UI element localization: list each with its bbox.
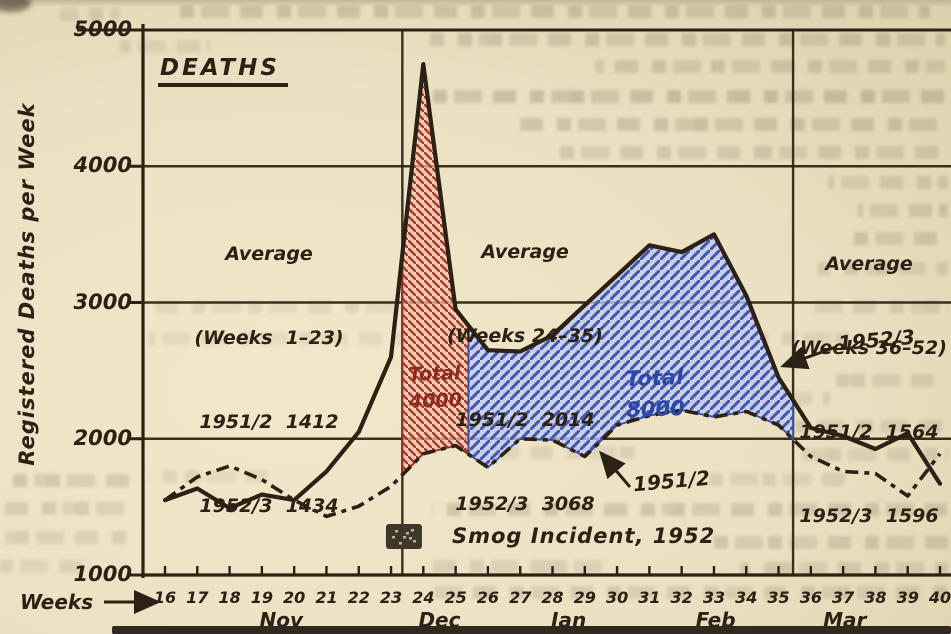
scan-corner-blotch [0, 0, 31, 12]
week-label: 20 [283, 588, 306, 607]
average-weeks-range: (Weeks 24–35) [447, 325, 603, 347]
bleed-through-text-line [788, 420, 948, 433]
bleed-through-text-line [595, 60, 945, 73]
bleed-through-text-line [0, 560, 90, 573]
bleed-through-text-line [520, 118, 948, 131]
bleed-through-text-line [0, 502, 130, 515]
average-block-weeks-1-23: Average (Weeks 1–23) 1951/2 1412 1952/3 … [163, 184, 375, 576]
week-label: 40 [928, 588, 951, 607]
bleed-through-text-line [432, 503, 947, 516]
week-label: 25 [444, 588, 467, 607]
bleed-through-text-line [802, 448, 948, 461]
bleed-through-text-line [432, 560, 612, 573]
average-value-1952-3: 1952/3 1434 [199, 495, 339, 517]
red-region-total-label: Total 4000 [392, 360, 478, 417]
week-label: 23 [379, 588, 403, 607]
red-total-value: 4000 [408, 389, 463, 413]
week-label: 26 [476, 588, 500, 607]
bleed-through-text-line [425, 90, 950, 103]
week-label: 39 [896, 588, 919, 607]
week-label: 27 [509, 588, 532, 607]
bleed-through-text-line [858, 204, 948, 217]
week-label: 33 [702, 588, 726, 607]
y-tick-label: 2000 [73, 425, 132, 450]
y-tick-label: 1000 [73, 562, 132, 586]
week-label: 34 [735, 588, 758, 607]
week-label: 29 [573, 588, 596, 607]
week-label: 18 [218, 588, 241, 607]
bleed-through-text-line [700, 536, 948, 549]
bleed-through-text-line [828, 176, 948, 189]
page-bottom-ink-bar [112, 626, 951, 634]
bleed-through-text-line [430, 33, 945, 46]
week-label: 22 [347, 588, 370, 607]
bleed-through-text-line [695, 473, 845, 486]
average-value-1952-3: 1952/3 3068 [455, 493, 595, 515]
average-block-weeks-36-52: Average (Weeks 36–52) 1951/2 1564 1952/3… [769, 194, 951, 586]
red-total-word: Total [408, 362, 461, 386]
average-value-1952-3: 1952/3 1596 [799, 505, 939, 527]
y-tick-label: 5000 [73, 17, 132, 41]
week-label: 37 [831, 588, 855, 607]
smog-incident-label: Smog Incident, 1952 [452, 524, 716, 548]
week-label: 19 [250, 588, 273, 607]
average-heading: Average [825, 253, 913, 275]
bleed-through-text-line [148, 470, 268, 483]
bleed-through-text-line [0, 531, 128, 544]
y-tick-label: 3000 [73, 289, 132, 314]
week-label: 36 [799, 588, 822, 607]
bleed-through-text-line [555, 146, 947, 159]
week-label: 17 [186, 588, 209, 607]
scan-edge-shading [0, 0, 951, 7]
week-label: 38 [864, 588, 887, 607]
average-value-1951-2: 1951/2 1564 [799, 421, 939, 443]
week-label: 35 [767, 588, 790, 607]
week-label: 32 [670, 588, 693, 607]
average-heading: Average [481, 241, 569, 263]
bleed-through-text-line [0, 474, 130, 487]
blue-total-word: Total [625, 365, 684, 392]
x-axis-label: Weeks [20, 590, 94, 614]
bleed-through-text-line [428, 586, 948, 599]
week-label: 28 [541, 588, 564, 607]
week-label: 24 [412, 588, 435, 607]
week-label: 30 [605, 588, 629, 607]
average-block-weeks-24-35: Average (Weeks 24–35) 1951/2 2014 1952/3… [424, 182, 626, 574]
average-value-1951-2: 1951/2 2014 [455, 409, 595, 431]
bleed-through-text-line [835, 374, 947, 387]
chart-title: DEATHS [158, 55, 288, 87]
week-label: 21 [315, 588, 338, 607]
y-tick-label: 4000 [73, 153, 132, 178]
bleed-through-text-line [852, 232, 948, 245]
average-value-1951-2: 1951/2 1412 [199, 411, 339, 433]
y-axis-title: Registered Deaths per Week [15, 102, 39, 466]
blue-region-total-label: Total 8000 [600, 361, 710, 427]
bleed-through-text-line [60, 8, 120, 21]
week-label: 31 [638, 588, 661, 607]
week-label: 16 [153, 588, 177, 607]
blue-total-value: 8000 [625, 395, 686, 423]
bleed-through-text-line [148, 332, 403, 345]
average-heading: Average [225, 243, 313, 265]
average-weeks-range: (Weeks 1–23) [194, 327, 344, 349]
bleed-through-text-line [180, 5, 930, 18]
average-weeks-range: (Weeks 36–52) [791, 337, 947, 359]
bleed-through-text-line [818, 262, 948, 275]
